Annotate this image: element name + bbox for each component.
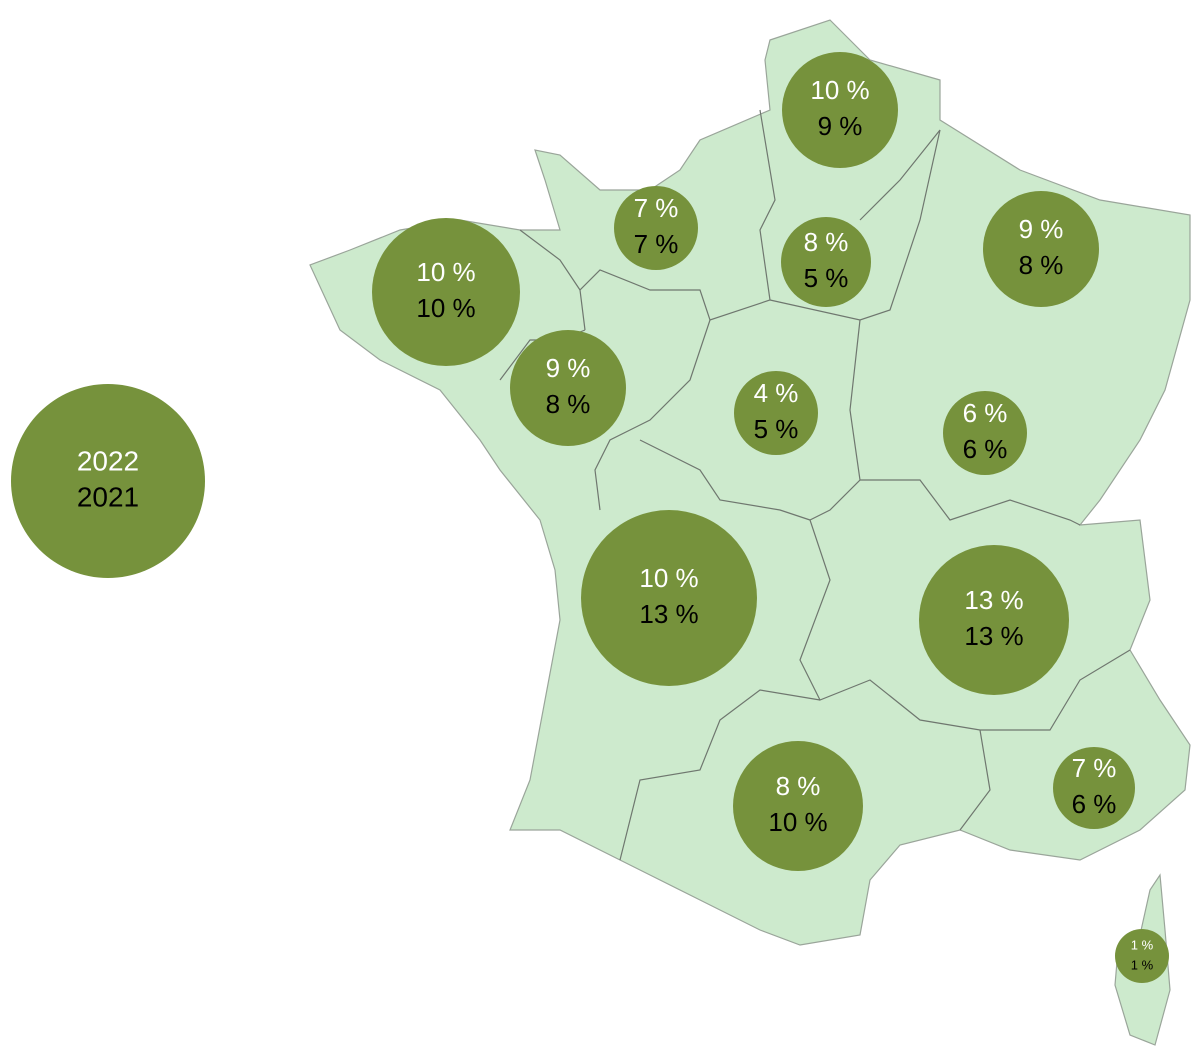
value-label: 1 % <box>1131 957 1154 972</box>
value-label: 1 % <box>1131 937 1154 952</box>
value-label: 6 % <box>963 398 1008 428</box>
region-bubble <box>781 217 871 307</box>
region-bubble <box>1115 929 1169 983</box>
value-label: 9 % <box>818 111 863 141</box>
value-label: 4 % <box>754 378 799 408</box>
region-bubble <box>1053 747 1135 829</box>
legend-label: 2021 <box>77 481 139 512</box>
region-bubble <box>510 330 626 446</box>
value-label: 9 % <box>546 353 591 383</box>
value-label: 6 % <box>1072 789 1117 819</box>
value-label: 5 % <box>804 263 849 293</box>
region-bubble <box>983 191 1099 307</box>
value-label: 8 % <box>546 389 591 419</box>
region-bubble <box>734 371 818 455</box>
region-bubble <box>581 510 757 686</box>
value-label: 6 % <box>963 434 1008 464</box>
value-label: 10 % <box>639 563 698 593</box>
value-label: 13 % <box>639 599 698 629</box>
region-bubble <box>919 545 1069 695</box>
value-label: 8 % <box>776 771 821 801</box>
region-bubble <box>614 186 698 270</box>
france-mainland <box>309 19 1191 946</box>
value-label: 10 % <box>416 257 475 287</box>
region-bubble <box>372 218 520 366</box>
value-label: 7 % <box>634 229 679 259</box>
value-label: 10 % <box>416 293 475 323</box>
value-label: 5 % <box>754 414 799 444</box>
value-label: 10 % <box>810 75 869 105</box>
region-bubble <box>782 52 898 168</box>
value-label: 8 % <box>1019 250 1064 280</box>
value-label: 7 % <box>1072 753 1117 783</box>
value-label: 10 % <box>768 807 827 837</box>
legend-bubble <box>11 384 205 578</box>
value-label: 13 % <box>964 621 1023 651</box>
value-label: 9 % <box>1019 214 1064 244</box>
value-label: 13 % <box>964 585 1023 615</box>
legend-label: 2022 <box>77 445 139 476</box>
region-bubble <box>943 391 1027 475</box>
region-bubble <box>733 741 863 871</box>
value-label: 7 % <box>634 193 679 223</box>
value-label: 8 % <box>804 227 849 257</box>
